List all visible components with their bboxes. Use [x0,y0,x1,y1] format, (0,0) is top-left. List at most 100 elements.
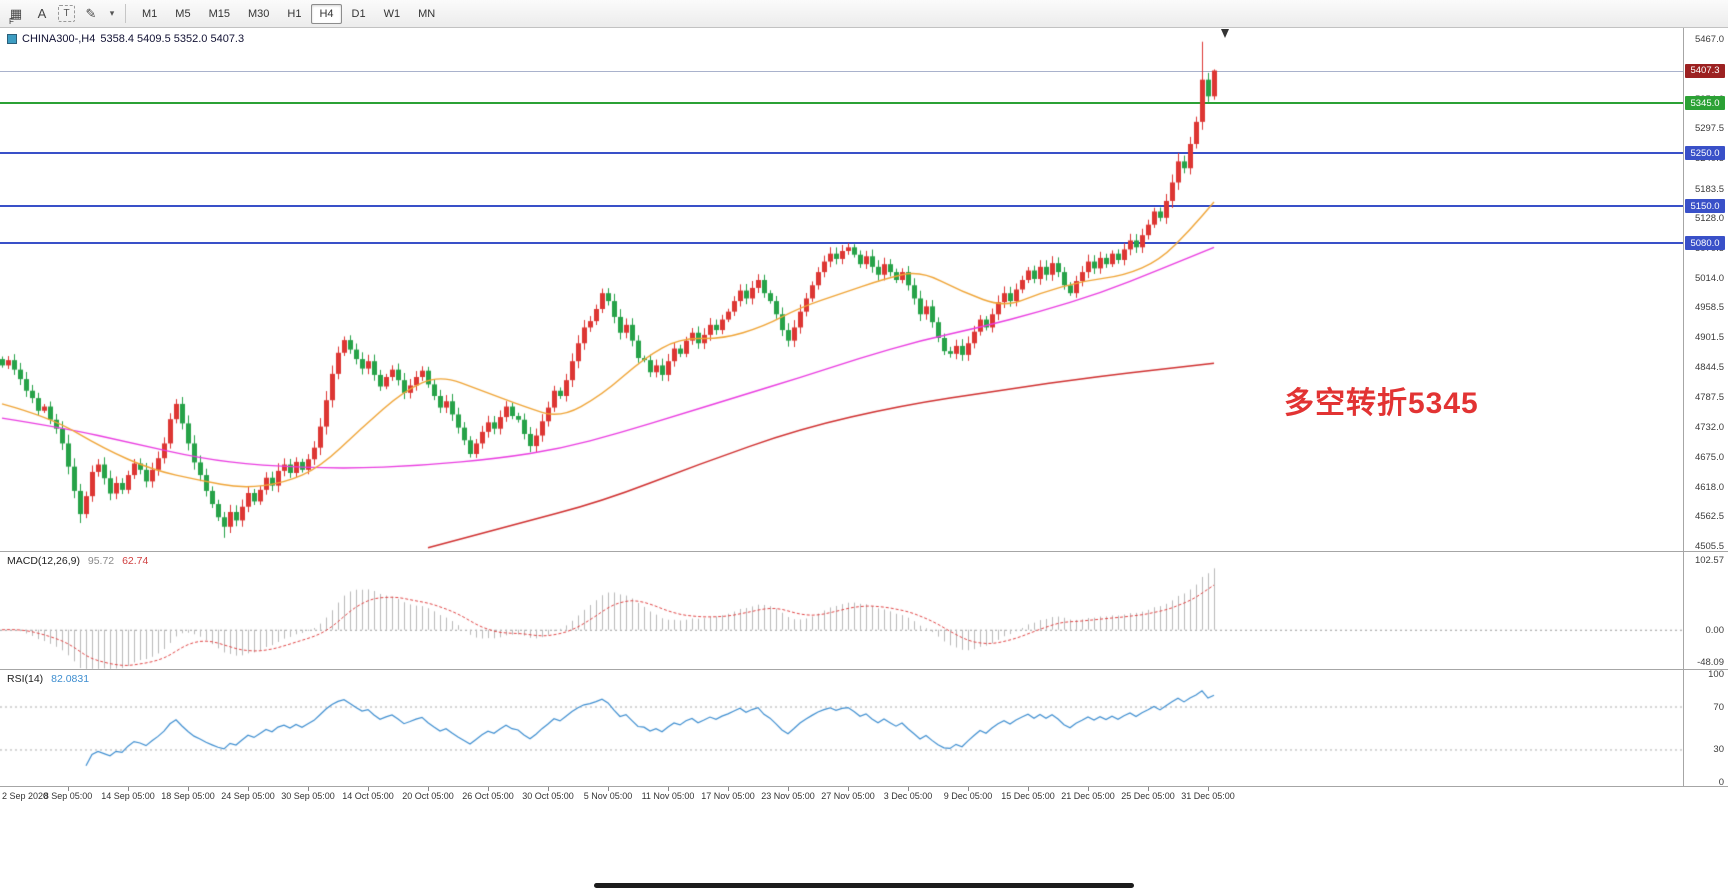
ohlc-values: 5358.4 5409.5 5352.0 5407.3 [100,33,245,45]
timeframe-bar: M1 M5 M15 M30 H1 H4 D1 W1 MN [134,3,443,24]
timeframe-m15[interactable]: M15 [201,4,238,24]
timeframe-m30[interactable]: M30 [240,4,277,24]
macd-axis-zero: 0.00 [1705,624,1725,636]
time-axis-tick [68,787,69,791]
time-axis-label: 14 Oct 05:00 [342,791,394,801]
time-axis-tick [668,787,669,791]
price-axis-border [1683,28,1684,786]
time-axis-label: 26 Oct 05:00 [462,791,514,801]
time-axis-label: 18 Sep 05:00 [161,791,215,801]
price-axis-tick: 4901.5 [1694,332,1724,344]
rsi-value: 82.0831 [51,673,90,685]
time-axis-label: 25 Dec 05:00 [1121,791,1175,801]
time-axis-tick [128,787,129,791]
rsi-indicator-label: RSI(14) 82.0831 [7,673,89,685]
time-axis-tick [188,787,189,791]
time-axis-label: 24 Sep 05:00 [221,791,275,801]
price-axis-tick: 5070.5 [1694,243,1724,255]
panel-divider-time [0,786,1728,787]
macd-value-main: 95.72 [87,555,115,567]
time-axis-tick [908,787,909,791]
price-axis-tick: 5240.5 [1694,153,1724,165]
toolbar: F ▦ A T ✎ ▾ M1 M5 M15 M30 H1 H4 D1 W1 MN [0,0,1728,28]
panel-divider-rsi[interactable] [0,669,1728,670]
time-axis-tick [788,787,789,791]
toolbar-icons: F ▦ A T ✎ ▾ [6,4,117,26]
time-axis-tick [308,787,309,791]
time-axis-label: 3 Dec 05:00 [883,791,933,801]
price-tag-5345.0: 5345.0 [1685,96,1725,111]
toolbar-separator [125,4,126,23]
macd-axis-min: -48.09 [1697,657,1724,669]
time-axis-label: 20 Oct 05:00 [402,791,454,801]
price-axis-tick: 5128.0 [1694,212,1724,224]
time-axis-label: 23 Nov 05:00 [761,791,815,801]
timeframe-h4[interactable]: H4 [311,3,342,24]
price-axis-tick: 5014.0 [1694,272,1724,284]
last-price-tag: 5407.3 [1685,63,1725,78]
arrow-marker-icon [1221,29,1229,38]
time-axis-tick [1028,787,1029,791]
timeframe-m5[interactable]: M5 [167,4,198,24]
time-axis-tick [488,787,489,791]
chart-title: CHINA300-,H4 5358.4 5409.5 5352.0 5407.3 [7,33,244,45]
price-axis-tick: 4844.5 [1694,362,1724,374]
time-axis-label: 31 Dec 05:00 [1181,791,1235,801]
timeframe-mn[interactable]: MN [410,4,443,24]
chart-layout-icon[interactable]: ▦ [9,5,23,21]
price-axis-tick: 5410.5 [1694,63,1724,75]
rsi-label: RSI(14) [7,673,44,685]
macd-value-signal: 62.74 [122,555,149,567]
price-axis-tick: 4675.0 [1694,451,1724,463]
timeframe-h1[interactable]: H1 [279,4,309,24]
time-axis-label: 11 Nov 05:00 [641,791,695,801]
macd-indicator-label: MACD(12,26,9) 95.72 62.74 [7,555,148,567]
time-axis-label: 14 Sep 05:00 [101,791,155,801]
time-axis-label: 9 Dec 05:00 [943,791,993,801]
f-badge: F [9,16,14,26]
time-axis-tick [728,787,729,791]
time-axis-tick [428,787,429,791]
price-axis-tick: 5183.5 [1694,183,1724,195]
time-axis-label: 15 Dec 05:00 [1001,791,1055,801]
draw-tool-caret-icon[interactable]: ▾ [109,8,115,18]
timeframe-d1[interactable]: D1 [344,4,374,24]
annotate-a-icon[interactable]: A [37,6,47,21]
time-axis-tick [248,787,249,791]
timeframe-m1[interactable]: M1 [134,4,165,24]
time-axis-tick [608,787,609,791]
home-indicator[interactable] [594,883,1134,888]
price-axis-tick: 5354.0 [1694,93,1724,105]
time-axis-tick [848,787,849,791]
time-axis-label: 17 Nov 05:00 [701,791,755,801]
price-axis-tick: 4562.5 [1694,510,1724,522]
time-axis-tick [1148,787,1149,791]
timeframe-w1[interactable]: W1 [376,4,409,24]
price-axis-tick: 4618.0 [1694,481,1724,493]
price-axis-tick: 5297.5 [1694,123,1724,135]
time-axis-tick [968,787,969,791]
symbol-period-label: CHINA300-,H4 [22,33,96,45]
price-axis-tick: 4732.0 [1694,421,1724,433]
text-tool-icon[interactable]: T [58,5,75,22]
symbol-swatch-icon [7,34,17,44]
chart-area: 5467.0 5410.5 5354.0 5297.5 5240.5 5183.5 5128… [0,28,1728,892]
rsi-axis-tick: 100 [1708,669,1724,681]
time-axis-label: 8 Sep 05:00 [43,791,93,801]
draw-tool-icon[interactable]: ✎ [85,5,97,21]
price-axis-tick: 5467.0 [1694,34,1724,46]
time-axis-label: 5 Nov 05:00 [583,791,633,801]
macd-label: MACD(12,26,9) [7,555,80,567]
price-axis-tick: 4958.5 [1694,302,1724,314]
chart-annotation: 多空转折5345 [1284,387,1479,420]
time-axis-label: 27 Nov 05:00 [821,791,875,801]
time-axis-label: 30 Sep 05:00 [281,791,335,801]
time-axis-tick [368,787,369,791]
rsi-axis-tick: 70 [1713,701,1724,713]
panel-divider-macd[interactable] [0,551,1728,552]
time-axis-tick [1208,787,1209,791]
price-axis-tick: 4787.5 [1694,392,1724,404]
price-tag-5080.0: 5080.0 [1685,236,1725,251]
macd-axis-max: 102.57 [1694,555,1724,567]
